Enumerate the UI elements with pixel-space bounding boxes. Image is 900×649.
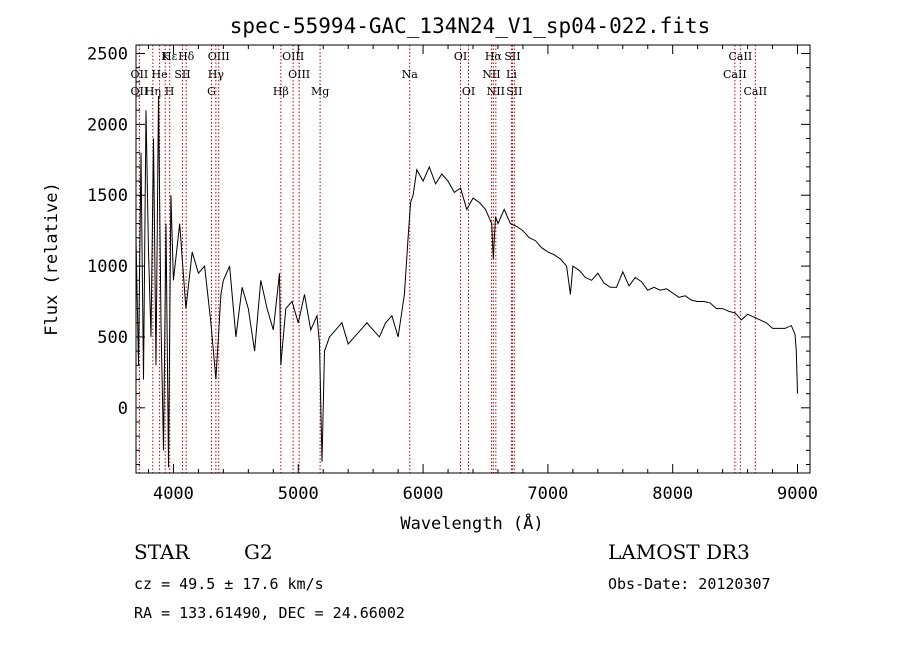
spectrum-line [135,95,798,468]
x-axis-label: Wavelength (Å) [400,512,543,534]
obs-date: Obs-Date: 20120307 [608,575,771,593]
line-marker-label: OIII [208,50,230,63]
line-marker-label: OI [462,85,475,98]
line-marker-label: Mg [311,85,329,98]
line-markers [138,45,756,473]
survey-name: LAMOST DR3 [608,540,750,564]
line-marker-label: CaII [723,68,747,81]
x-tick-label: 6000 [403,484,444,504]
y-tick-label: 1000 [87,257,128,277]
line-marker-label: CaII [729,50,753,63]
y-tick-label: 500 [97,328,128,348]
x-tick-label: 9000 [777,484,818,504]
x-tick-label: 5000 [278,484,319,504]
line-marker-label: He [152,68,168,81]
line-marker-label: OIII [282,50,304,63]
line-marker-label: Hδ [178,50,195,63]
plot-frame [135,44,811,474]
chart-title: spec-55994-GAC_134N24_V1_sp04-022.fits [230,14,710,38]
x-tick-label: 7000 [527,484,568,504]
line-marker-label: H [165,85,175,98]
line-marker-label: Hη [145,85,161,98]
line-marker-label: OI [454,50,467,63]
line-marker-label: OII [131,85,149,98]
x-tick-label: 4000 [153,484,194,504]
line-marker-label: K [161,50,170,63]
line-marker-label: Na [402,68,419,81]
line-marker-label: OII [131,68,149,81]
line-marker-label: Hα [485,50,503,63]
line-marker-label: SII [506,85,522,98]
line-marker-label: SII [504,50,520,63]
x-tick-label: 8000 [652,484,693,504]
line-marker-label: CaII [743,85,767,98]
line-marker-label: OIII [288,68,310,81]
line-marker-label: Hγ [208,68,225,81]
y-axis-label: Flux (relative) [42,182,62,336]
coordinates: RA = 133.61490, DEC = 24.66002 [134,604,405,622]
line-marker-label: Li [506,68,517,81]
y-tick-label: 2500 [87,45,128,65]
redshift-readout: cz = 49.5 ± 17.6 km/s [134,575,324,593]
line-marker-label: NII [482,68,500,81]
y-tick-label: 1500 [87,186,128,206]
line-marker-label: SII [174,68,190,81]
axis-ticks: 4000 5000 6000 7000 8000 9000 0 500 1000 1500 2000… [87,45,818,504]
spectral-subclass: G2 [244,540,273,564]
line-marker-label: Hβ [273,85,289,98]
y-tick-label: 2000 [87,115,128,135]
line-marker-label: G [207,85,216,98]
line-marker-label: NII [487,85,505,98]
object-type: STAR [134,540,190,564]
y-tick-label: 0 [118,399,128,419]
